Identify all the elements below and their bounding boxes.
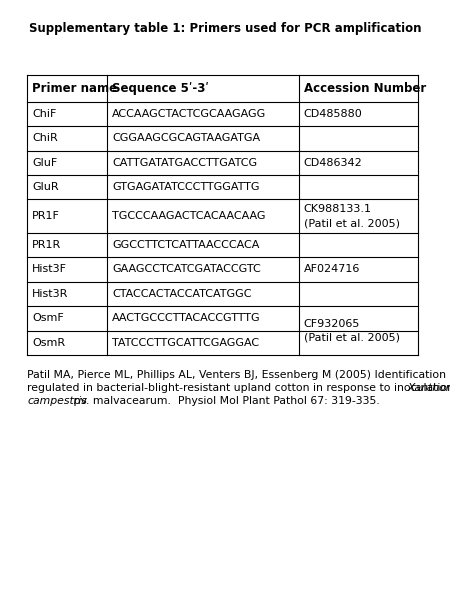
Text: CD486342: CD486342: [304, 158, 363, 168]
Text: Primer name: Primer name: [32, 82, 117, 95]
Text: ChiF: ChiF: [32, 109, 56, 119]
Text: CK988133.1
(Patil et al. 2005): CK988133.1 (Patil et al. 2005): [304, 204, 400, 228]
Text: CF932065
(Patil et al. 2005): CF932065 (Patil et al. 2005): [304, 319, 400, 343]
Text: OsmF: OsmF: [32, 313, 64, 323]
Text: TGCCCAAGACTCACAACAAG: TGCCCAAGACTCACAACAAG: [112, 211, 266, 221]
Text: GAAGCCTCATCGATACCGTC: GAAGCCTCATCGATACCGTC: [112, 265, 261, 274]
Text: CD485880: CD485880: [304, 109, 363, 119]
Text: GGCCTTCTCATTAACCCACA: GGCCTTCTCATTAACCCACA: [112, 240, 260, 250]
Text: PR1R: PR1R: [32, 240, 61, 250]
Text: Accession Number: Accession Number: [304, 82, 426, 95]
Text: pv. malvacearum.  Physiol Mol Plant Pathol 67: 319-335.: pv. malvacearum. Physiol Mol Plant Patho…: [70, 396, 380, 406]
Text: AF024716: AF024716: [304, 265, 360, 274]
Text: TATCCCTTGCATTCGAGGAC: TATCCCTTGCATTCGAGGAC: [112, 338, 259, 348]
Text: Supplementary table 1: Primers used for PCR amplification: Supplementary table 1: Primers used for …: [29, 22, 421, 35]
Text: campestris: campestris: [27, 396, 87, 406]
Text: Hist3R: Hist3R: [32, 289, 68, 299]
Text: CGGAAGCGCAGTAAGATGA: CGGAAGCGCAGTAAGATGA: [112, 133, 260, 143]
Text: PR1F: PR1F: [32, 211, 60, 221]
Text: AACTGCCCTTACACCGTTTG: AACTGCCCTTACACCGTTTG: [112, 313, 261, 323]
Text: ACCAAGCTACTCGCAAGAGG: ACCAAGCTACTCGCAAGAGG: [112, 109, 266, 119]
Text: GluF: GluF: [32, 158, 57, 168]
Text: Patil MA, Pierce ML, Phillips AL, Venters BJ, Essenberg M (2005) Identification : Patil MA, Pierce ML, Phillips AL, Venter…: [27, 370, 450, 380]
Text: GTGAGATATCCCTTGGATTG: GTGAGATATCCCTTGGATTG: [112, 182, 260, 192]
Text: OsmR: OsmR: [32, 338, 65, 348]
Text: Xanthomonas: Xanthomonas: [407, 383, 450, 393]
Text: Sequence 5ʹ-3ʹ: Sequence 5ʹ-3ʹ: [112, 82, 209, 95]
Text: GluR: GluR: [32, 182, 58, 192]
Text: ChiR: ChiR: [32, 133, 58, 143]
Text: CATTGATATGACCTTGATCG: CATTGATATGACCTTGATCG: [112, 158, 257, 168]
Text: CTACCACTACCATCATGGC: CTACCACTACCATCATGGC: [112, 289, 252, 299]
Text: regulated in bacterial-blight-resistant upland cotton in response to inoculation: regulated in bacterial-blight-resistant …: [27, 383, 450, 393]
Text: Hist3F: Hist3F: [32, 265, 67, 274]
